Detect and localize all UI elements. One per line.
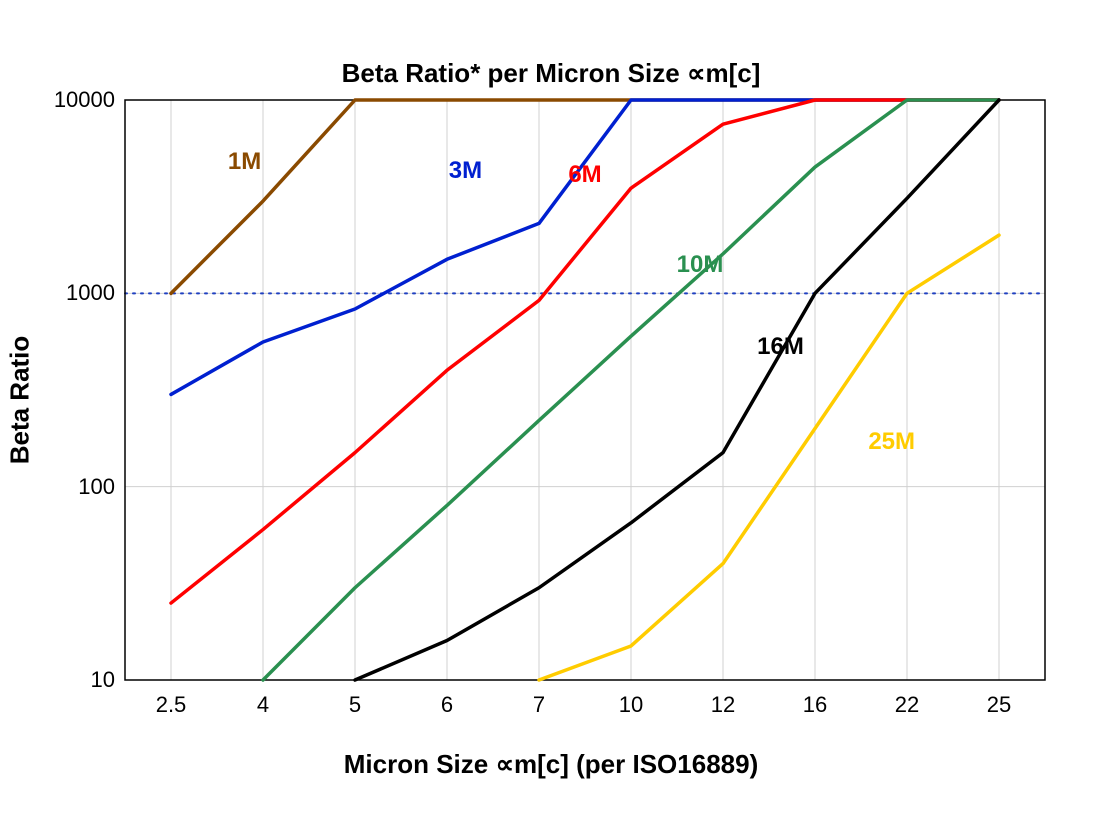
y-axis-label: Beta Ratio (5, 336, 36, 465)
y-tick-label: 100 (35, 474, 115, 500)
series-label-3M: 3M (449, 157, 482, 185)
series-label-1M: 1M (228, 148, 261, 176)
chart-container: Beta Ratio* per Micron Size ∝m[c] Beta R… (0, 0, 1102, 820)
series-line-1M (171, 100, 999, 293)
series-label-10M: 10M (677, 251, 724, 279)
x-tick-label: 22 (877, 692, 937, 718)
x-tick-label: 5 (325, 692, 385, 718)
x-tick-label: 10 (601, 692, 661, 718)
y-tick-label: 10000 (35, 87, 115, 113)
x-tick-label: 2.5 (141, 692, 201, 718)
series-label-16M: 16M (757, 333, 804, 361)
x-tick-label: 4 (233, 692, 293, 718)
x-tick-label: 6 (417, 692, 477, 718)
series-line-25M (539, 235, 999, 680)
x-axis-label: Micron Size ∝m[c] (per ISO16889) (0, 749, 1102, 780)
x-tick-label: 16 (785, 692, 845, 718)
series-line-16M (355, 100, 999, 680)
chart-title: Beta Ratio* per Micron Size ∝m[c] (0, 58, 1102, 89)
y-tick-label: 10 (35, 667, 115, 693)
y-tick-label: 1000 (35, 280, 115, 306)
x-tick-label: 25 (969, 692, 1029, 718)
series-line-3M (171, 100, 999, 394)
x-tick-label: 12 (693, 692, 753, 718)
x-tick-label: 7 (509, 692, 569, 718)
series-label-6M: 6M (568, 161, 601, 189)
series-label-25M: 25M (868, 428, 915, 456)
